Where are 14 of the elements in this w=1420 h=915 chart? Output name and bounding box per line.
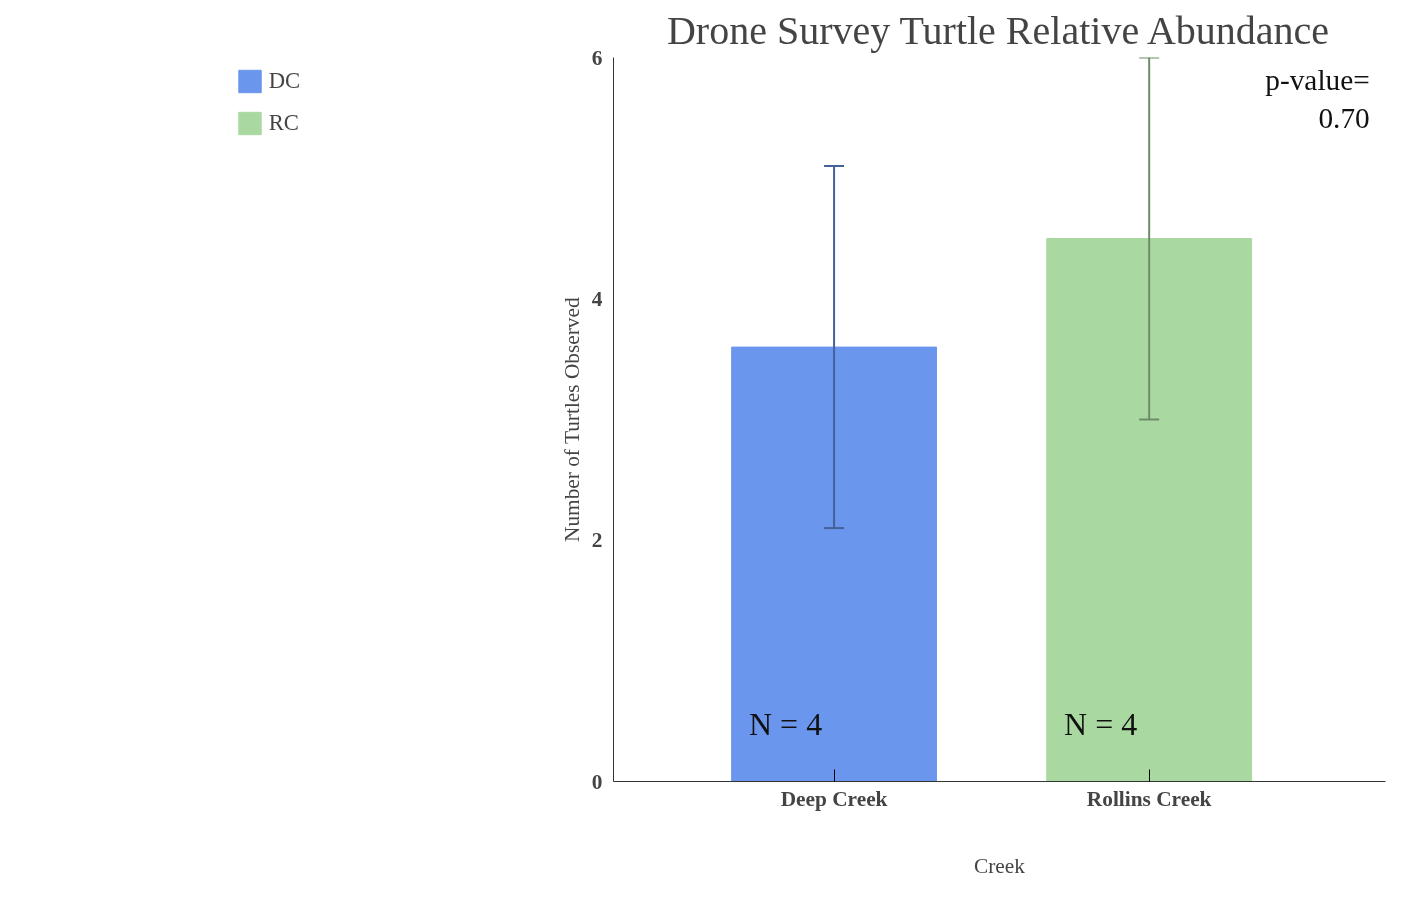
legend-label: RC <box>268 110 299 136</box>
legend-label: DC <box>268 68 301 94</box>
annotation: N = 4 <box>748 705 823 742</box>
x-axis-title: Creek <box>974 853 1026 878</box>
chart-title: Drone Survey Turtle Relative Abundance <box>666 7 1330 53</box>
annotation: p-value= 0.70 <box>1265 63 1370 134</box>
y-tick-label: 4 <box>591 286 603 311</box>
y-tick-label: 2 <box>591 528 603 553</box>
x-tick-label: Rollins Creek <box>1086 786 1212 811</box>
x-tick-label: Deep Creek <box>780 786 888 811</box>
y-axis-title: Number of Turtles Observed <box>559 297 584 543</box>
y-tick-label: 6 <box>591 45 603 70</box>
annotation: N = 4 <box>1064 705 1138 742</box>
y-tick-label: 0 <box>591 769 603 794</box>
